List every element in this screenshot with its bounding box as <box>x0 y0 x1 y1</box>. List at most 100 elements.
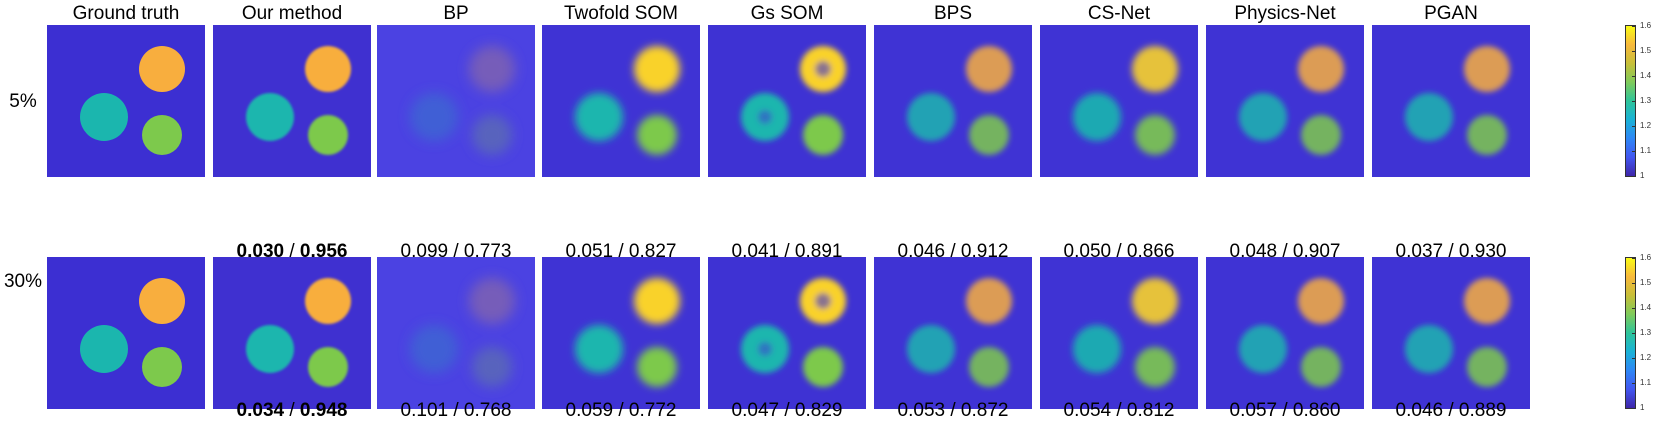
image-background <box>708 25 866 177</box>
metric-error-value: 0.101 <box>400 400 449 421</box>
column-title-pgan: PGAN <box>1424 3 1478 24</box>
reconstruction-image <box>1206 25 1364 177</box>
metric-separator: / <box>613 400 629 421</box>
image-background <box>1372 257 1530 409</box>
colorbar-tick-mark <box>1632 358 1636 359</box>
panel-twofold-som-row-1 <box>542 25 700 177</box>
image-background <box>1206 257 1364 409</box>
metric-cs-net-row-1: 0.050 / 0.866 <box>1034 240 1204 264</box>
inclusion-bottom-right <box>1135 347 1175 387</box>
colorbar-tick-mark <box>1632 26 1636 27</box>
inclusion-left <box>246 325 294 373</box>
image-background <box>377 257 535 409</box>
colorbar-tick-label: 1.1 <box>1640 146 1652 155</box>
metric-error-value: 0.059 <box>565 400 614 421</box>
reconstruction-image <box>1040 257 1198 409</box>
colorbar-tick-mark <box>1632 126 1636 127</box>
image-background <box>708 257 866 409</box>
large-inclusion-top <box>1132 278 1178 324</box>
metric-physics-net-row-1: 0.048 / 0.907 <box>1200 240 1370 264</box>
image-background <box>47 257 205 409</box>
metric-separator: / <box>1277 241 1293 262</box>
column-title-bps: BPS <box>933 3 973 24</box>
inclusion-bottom-right <box>1301 115 1341 155</box>
panel-pgan-row-1 <box>1372 25 1530 177</box>
large-inclusion-top <box>1132 46 1178 92</box>
metric-bp-row-1: 0.099 / 0.773 <box>371 240 541 264</box>
metric-error-value: 0.047 <box>731 400 780 421</box>
panel-bps-row-2 <box>874 257 1032 409</box>
metric-separator: / <box>1111 400 1127 421</box>
metric-bps-row-2: 0.053 / 0.872 <box>868 399 1038 423</box>
metric-separator: / <box>945 400 961 421</box>
metric-score-value: 0.930 <box>1458 241 1507 262</box>
metric-separator: / <box>1277 400 1293 421</box>
panel-bp-row-2 <box>377 257 535 409</box>
panel-cs-net-row-2 <box>1040 257 1198 409</box>
colorbar-tick-mark <box>1632 176 1636 177</box>
large-inclusion-top <box>1298 278 1344 324</box>
colorbar-tick-label: 1 <box>1640 171 1645 180</box>
reconstruction-image <box>1372 25 1530 177</box>
large-inclusion-top <box>966 278 1012 324</box>
metric-pgan-row-2: 0.046 / 0.889 <box>1366 399 1536 423</box>
reconstruction-image <box>213 25 371 177</box>
image-background <box>542 25 700 177</box>
colorbar-tick-label: 1.3 <box>1640 328 1652 337</box>
image-background <box>542 257 700 409</box>
column-title-physics-net: Physics-Net <box>1234 3 1336 24</box>
metric-score-value: 0.907 <box>1292 241 1341 262</box>
inclusion-left <box>1239 325 1287 373</box>
reconstruction-image <box>542 25 700 177</box>
reconstruction-image <box>47 257 205 409</box>
large-inclusion-top <box>1298 46 1344 92</box>
large-inclusion-top <box>634 46 680 92</box>
metric-score-value: 0.829 <box>794 400 843 421</box>
inclusion-bottom-right <box>803 347 843 387</box>
image-background <box>213 257 371 409</box>
colorbar-tick-mark <box>1632 308 1636 309</box>
metric-separator: / <box>613 241 629 262</box>
large-inclusion-top <box>634 278 680 324</box>
metric-score-value: 0.812 <box>1126 400 1175 421</box>
colorbar-tick-label: 1.2 <box>1640 121 1652 130</box>
metric-cs-net-row-2: 0.054 / 0.812 <box>1034 399 1204 423</box>
metric-our-method-row-2: 0.034 / 0.948 <box>207 399 377 423</box>
inclusion-bottom-right <box>1135 115 1175 155</box>
image-background <box>377 25 535 177</box>
reconstruction-image <box>377 257 535 409</box>
reconstruction-image <box>47 25 205 177</box>
metric-bp-row-2: 0.101 / 0.768 <box>371 399 541 423</box>
large-inclusion-top <box>139 278 185 324</box>
panel-physics-net-row-1 <box>1206 25 1364 177</box>
inclusion-left <box>410 93 458 141</box>
large-inclusion-top <box>469 46 515 92</box>
metric-separator: / <box>1443 400 1459 421</box>
metric-pgan-row-1: 0.037 / 0.930 <box>1366 240 1536 264</box>
metric-score-value: 0.912 <box>960 241 1009 262</box>
colorbar-tick-mark <box>1632 101 1636 102</box>
large-inclusion-top <box>305 46 351 92</box>
reconstruction-image <box>542 257 700 409</box>
metric-score-value: 0.889 <box>1458 400 1507 421</box>
panel-cs-net-row-1 <box>1040 25 1198 177</box>
image-background <box>874 25 1032 177</box>
inclusion-bottom-right <box>308 347 348 387</box>
colorbar-tick-mark <box>1632 151 1636 152</box>
reconstruction-image <box>1206 257 1364 409</box>
inclusion-bottom-right <box>969 347 1009 387</box>
metric-twofold-som-row-2: 0.059 / 0.772 <box>536 399 706 423</box>
metric-physics-net-row-2: 0.057 / 0.860 <box>1200 399 1370 423</box>
image-background <box>1372 25 1530 177</box>
metric-gs-som-row-1: 0.041 / 0.891 <box>702 240 872 264</box>
metric-error-value: 0.037 <box>1395 241 1444 262</box>
inclusion-bottom-right <box>637 347 677 387</box>
inclusion-left <box>1239 93 1287 141</box>
metric-score-value: 0.891 <box>794 241 843 262</box>
metric-score-value: 0.768 <box>463 400 512 421</box>
metric-separator: / <box>1443 241 1459 262</box>
inclusion-left <box>410 325 458 373</box>
image-background <box>1040 257 1198 409</box>
inclusion-left <box>907 325 955 373</box>
large-inclusion-top <box>139 46 185 92</box>
